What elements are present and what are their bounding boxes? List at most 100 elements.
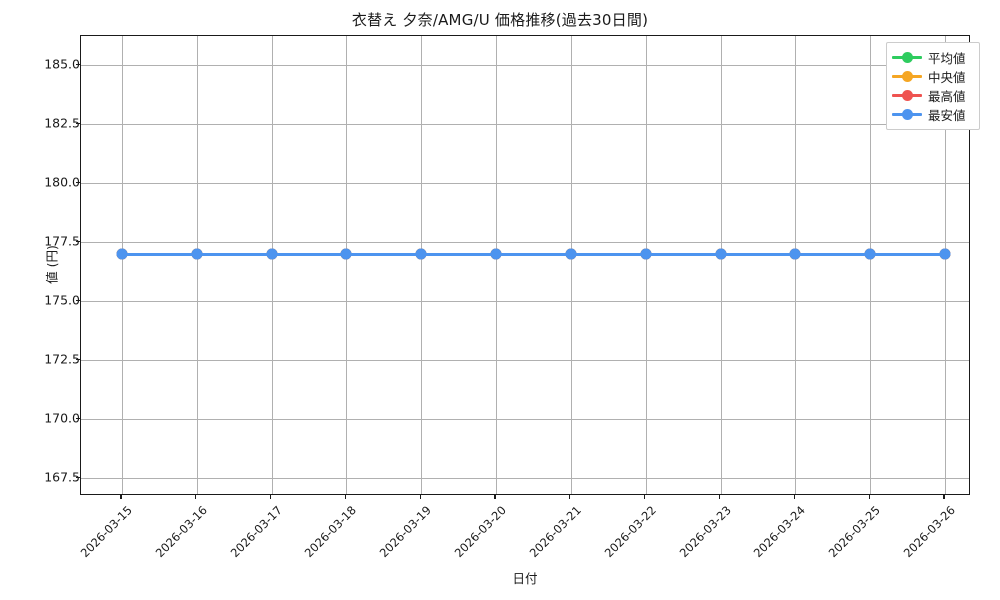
- x-axis-tick-mark: [569, 495, 571, 499]
- series-data-point: [640, 248, 652, 260]
- gridline-horizontal: [81, 124, 969, 126]
- x-axis-tick-label: 2026-03-23: [676, 503, 734, 561]
- y-axis-tick-mark: [76, 299, 80, 301]
- y-axis-tick-mark: [76, 63, 80, 66]
- legend-label: 最高値: [928, 89, 966, 104]
- x-axis-tick-label: 2026-03-22: [601, 503, 659, 561]
- legend-item[interactable]: 平均値: [892, 48, 973, 67]
- legend-item[interactable]: 最安値: [892, 105, 973, 124]
- y-axis-tick-label: 175.0: [44, 292, 80, 308]
- series-data-point: [715, 248, 727, 260]
- series-line-segment: [346, 252, 422, 256]
- x-axis-tick-label: 2026-03-17: [227, 503, 285, 561]
- x-axis-tick-mark: [943, 495, 945, 499]
- y-axis-tick-group: 167.5 170.0 172.5 175.0 177.5 180.0 182.5 185.0: [8, 35, 80, 495]
- series-line-segment: [570, 252, 646, 256]
- gridline-horizontal: [81, 65, 969, 67]
- series-data-point: [789, 248, 801, 260]
- x-axis-tick-label: 2026-03-26: [900, 503, 958, 561]
- y-axis-tick-label: 180.0: [44, 174, 80, 190]
- legend-marker-icon: [892, 109, 922, 120]
- gridline-horizontal: [81, 360, 969, 362]
- y-axis-tick-label: 177.5: [44, 233, 80, 249]
- gridline-vertical: [196, 36, 198, 494]
- y-axis-tick-mark: [76, 476, 80, 478]
- y-axis-tick-label: 182.5: [44, 115, 80, 131]
- series-line-segment: [271, 252, 347, 256]
- gridline-vertical: [945, 36, 946, 494]
- series-line-segment: [645, 252, 721, 256]
- gridline-vertical: [122, 36, 123, 494]
- series-data-point: [191, 248, 203, 260]
- gridline-horizontal: [81, 301, 969, 303]
- legend-item[interactable]: 最高値: [892, 86, 973, 105]
- y-axis-tick-mark: [76, 181, 80, 184]
- series-data-point: [565, 248, 577, 260]
- gridline-vertical: [570, 36, 572, 494]
- x-axis-tick-mark: [120, 495, 122, 499]
- gridline-vertical: [271, 36, 273, 494]
- y-axis-tick-mark: [76, 358, 80, 360]
- series-line-segment: [720, 252, 796, 256]
- x-axis-tick-label: 2026-03-21: [526, 503, 584, 561]
- x-axis-tick-mark: [270, 495, 272, 499]
- gridline-vertical: [346, 36, 348, 494]
- legend-marker-icon: [892, 52, 922, 63]
- legend-label: 最安値: [928, 108, 966, 123]
- x-axis-tick-mark: [419, 495, 421, 499]
- x-axis-tick-mark: [195, 495, 197, 499]
- series-line-segment: [421, 252, 497, 256]
- legend-label: 平均値: [928, 51, 966, 66]
- x-axis-tick-label: 2026-03-19: [376, 503, 435, 561]
- legend-marker-icon: [892, 71, 922, 82]
- series-data-point: [864, 248, 876, 260]
- y-axis-tick-label: 172.5: [44, 351, 80, 367]
- y-axis-tick-label: 185.0: [44, 56, 80, 72]
- x-axis-label: 日付: [512, 571, 538, 586]
- gridline-horizontal: [81, 242, 969, 244]
- x-axis-tick-label: 2026-03-15: [77, 503, 135, 561]
- gridline-vertical: [795, 36, 797, 494]
- x-axis-tick-label: 2026-03-16: [152, 503, 210, 561]
- y-axis-tick-label: 170.0: [44, 410, 80, 426]
- series-line-segment: [496, 252, 571, 256]
- series-data-point: [340, 248, 352, 260]
- legend-marker-icon: [892, 90, 922, 101]
- x-axis-tick-label: 2026-03-18: [302, 503, 360, 561]
- x-axis-tick-group: 2026-03-15 2026-03-16 2026-03-17 2026-03-18…: [78, 495, 970, 590]
- x-axis-tick-label: 2026-03-25: [825, 503, 884, 561]
- x-axis-tick-mark: [718, 495, 721, 499]
- series-data-point: [266, 248, 278, 260]
- series-line-segment: [122, 252, 197, 256]
- x-axis-tick-mark: [344, 495, 347, 499]
- plot-area: [80, 35, 970, 495]
- x-axis-tick-mark: [868, 495, 870, 499]
- gridline-vertical: [496, 36, 498, 494]
- legend-label: 中央値: [928, 70, 966, 85]
- series-line-segment: [870, 252, 945, 256]
- series-data-point: [490, 248, 502, 260]
- y-axis-tick-mark: [76, 417, 80, 419]
- chart-legend: 平均値中央値最高値最安値: [886, 42, 980, 130]
- x-axis-tick-label: 2026-03-24: [751, 503, 809, 561]
- gridline-horizontal: [81, 419, 969, 421]
- series-line-segment: [795, 252, 871, 256]
- chart-title: 衣替え 夕奈/AMG/U 価格推移(過去30日間): [351, 11, 649, 29]
- gridline-vertical: [421, 36, 423, 494]
- y-axis-tick-label: 167.5: [44, 469, 80, 485]
- x-axis-tick-mark: [494, 495, 496, 499]
- series-data-point: [116, 248, 128, 260]
- y-axis-tick-mark: [76, 122, 80, 125]
- x-axis-tick-mark: [644, 495, 646, 499]
- series-line-segment: [196, 252, 272, 256]
- gridline-horizontal: [81, 478, 969, 480]
- gridline-horizontal: [81, 183, 969, 185]
- gridline-vertical: [645, 36, 647, 494]
- x-axis-tick-mark: [793, 495, 795, 499]
- series-data-point: [939, 248, 951, 260]
- gridline-vertical: [870, 36, 872, 494]
- gridline-vertical: [720, 36, 722, 494]
- y-axis-tick-mark: [76, 240, 80, 242]
- legend-item[interactable]: 中央値: [892, 67, 973, 86]
